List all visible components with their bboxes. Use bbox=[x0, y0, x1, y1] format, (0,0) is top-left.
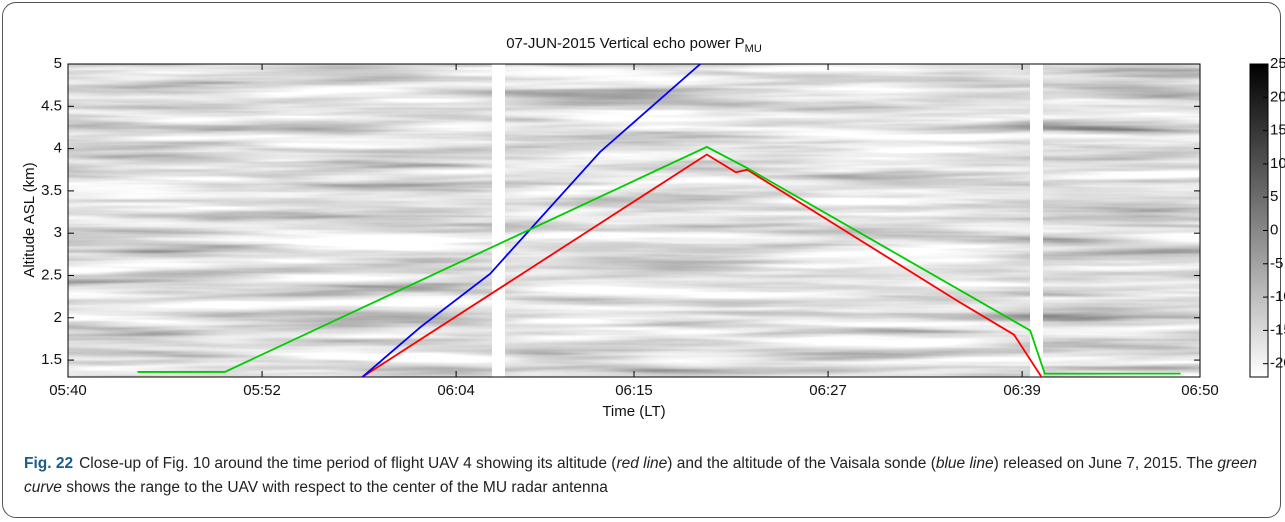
caption-text: green curve bbox=[24, 455, 1258, 496]
y-tick-label: 4 bbox=[54, 140, 62, 157]
x-tick-label: 06:39 bbox=[1003, 382, 1041, 399]
colorbar-tick-label: -20 bbox=[1270, 355, 1285, 372]
caption-text: blue line bbox=[935, 455, 994, 472]
echo-texture bbox=[68, 64, 1200, 377]
colorbar-tick-label: 15 bbox=[1270, 122, 1285, 139]
y-tick-label: 1.5 bbox=[41, 351, 62, 368]
y-tick-label: 4.5 bbox=[41, 97, 62, 114]
colorbar-tick-label: -10 bbox=[1270, 288, 1285, 305]
title-main: 07-JUN-2015 Vertical echo power P bbox=[506, 35, 744, 52]
series-line bbox=[361, 64, 701, 377]
caption: Fig. 22 Close-up of Fig. 10 around the ti… bbox=[24, 452, 1264, 500]
colorbar-tick-label: 10 bbox=[1270, 155, 1285, 172]
x-tick-label: 06:50 bbox=[1181, 382, 1219, 399]
x-tick-label: 05:52 bbox=[243, 382, 281, 399]
y-tick-label: 2.5 bbox=[41, 266, 62, 283]
series-line bbox=[137, 145, 1181, 375]
x-tick-label: 06:27 bbox=[809, 382, 847, 399]
caption-text: Close-up of Fig. 10 around the time peri… bbox=[79, 455, 617, 472]
caption-text: shows the range to the UAV with respect … bbox=[61, 479, 608, 496]
caption-text: red line bbox=[616, 455, 668, 472]
colorbar-tick-label: -15 bbox=[1270, 321, 1285, 338]
title-subscript: MU bbox=[745, 43, 762, 55]
x-tick-label: 06:15 bbox=[615, 382, 653, 399]
colorbar-tick-label: -5 bbox=[1270, 255, 1283, 272]
caption-label: Fig. 22 bbox=[24, 455, 74, 472]
y-tick-label: 2 bbox=[54, 309, 62, 326]
y-tick-label: 3.5 bbox=[41, 182, 62, 199]
colorbar-tick-label: 20 bbox=[1270, 88, 1285, 105]
x-axis-label: Time (LT) bbox=[602, 403, 665, 420]
caption-text: ) released on June 7, 2015. The bbox=[993, 455, 1218, 472]
series-line bbox=[361, 153, 1043, 377]
colorbar-tick-label: 0 bbox=[1270, 221, 1278, 238]
caption-text: ) and the altitude of the Vaisala sonde … bbox=[667, 455, 936, 472]
x-tick-label: 05:40 bbox=[49, 382, 87, 399]
chart-title: 07-JUN-2015 Vertical echo power PMU bbox=[506, 35, 762, 55]
colorbar bbox=[1249, 63, 1269, 378]
x-tick-label: 06:04 bbox=[437, 382, 475, 399]
y-tick-label: 3 bbox=[54, 224, 62, 241]
data-gap bbox=[492, 64, 505, 377]
colorbar-tick-label: 5 bbox=[1270, 188, 1278, 205]
y-axis-label: Altitude ASL (km) bbox=[21, 162, 38, 277]
y-tick-label: 5 bbox=[54, 55, 62, 72]
data-gap bbox=[1030, 64, 1043, 377]
colorbar-tick-label: 25 bbox=[1270, 55, 1285, 72]
chart: 07-JUN-2015 Vertical echo power PMU Time… bbox=[21, 35, 1285, 420]
